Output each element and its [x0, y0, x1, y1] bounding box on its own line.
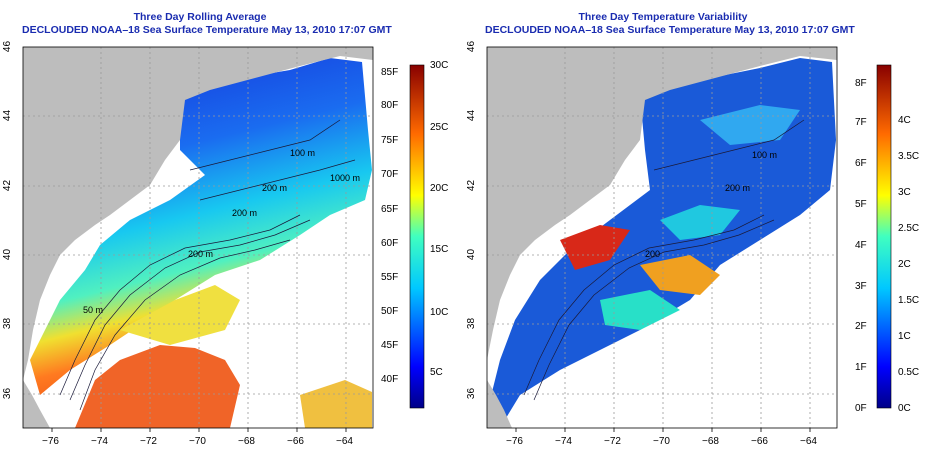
right-colorbar — [876, 64, 892, 409]
left-contour-label: 100 m — [290, 148, 316, 158]
right-colorbar-f-label: 2F — [855, 321, 867, 332]
right-contour-label: 200 m — [725, 183, 751, 193]
right-colorbar-c-label: 0.5C — [898, 367, 920, 378]
left-title-line1: Three Day Rolling Average — [133, 11, 267, 23]
left-contour-label: 200 m — [232, 208, 258, 218]
left-colorbar-c-label: 30C — [430, 60, 449, 71]
right-x-tick: −72 — [604, 436, 621, 447]
left-y-tick: 46 — [2, 40, 14, 53]
right-colorbar-f-label: 8F — [855, 78, 867, 89]
right-x-tick: −70 — [653, 436, 670, 447]
right-y-tick: 40 — [466, 248, 478, 261]
left-colorbar-f-label: 70F — [381, 169, 399, 180]
left-colorbar-f-label: 50F — [381, 306, 399, 317]
right-colorbar-f-label: 7F — [855, 117, 867, 128]
right-y-tick: 44 — [466, 109, 478, 122]
right-title-line1: Three Day Temperature Variability — [578, 11, 748, 23]
left-y-tick: 38 — [2, 317, 14, 330]
right-contour-label: 100 m — [752, 150, 778, 160]
right-colorbar-f-label: 5F — [855, 199, 867, 210]
right-y-tick: 36 — [466, 387, 478, 400]
left-y-tick: 36 — [2, 387, 14, 400]
left-sst-field — [30, 58, 372, 395]
right-colorbar-f-label: 3F — [855, 281, 867, 292]
right-title-line2: DECLOUDED NOAA–18 Sea Surface Temperatur… — [485, 24, 855, 36]
left-colorbar-f-label: 40F — [381, 374, 399, 385]
right-x-tick: −76 — [506, 436, 523, 447]
right-colorbar-c-label: 3.5C — [898, 151, 920, 162]
left-land — [23, 47, 373, 380]
right-colorbar-f-label: 1F — [855, 362, 867, 373]
right-colorbar-c-label: 3C — [898, 187, 911, 198]
left-y-tick: 44 — [2, 109, 14, 122]
left-y-tick: 40 — [2, 248, 14, 261]
left-colorbar-f-label: 65F — [381, 204, 399, 215]
right-colorbar-c-label: 1C — [898, 331, 911, 342]
left-contour-label: 1000 m — [330, 173, 361, 183]
left-colorbar — [409, 64, 425, 409]
left-contour-label: 200 m — [262, 183, 288, 193]
right-land — [487, 47, 837, 360]
right-colorbar-c-label: 2C — [898, 259, 911, 270]
right-colorbar-f-label: 0F — [855, 403, 867, 414]
left-colorbar-f-label: 85F — [381, 67, 399, 78]
right-colorbar-c-label: 4C — [898, 115, 911, 126]
left-colorbar-f-label: 60F — [381, 238, 399, 249]
right-x-tick: −68 — [702, 436, 719, 447]
left-colorbar-c-label: 10C — [430, 307, 449, 318]
right-colorbar-c-label: 1.5C — [898, 295, 920, 306]
left-colorbar-c-label: 25C — [430, 122, 449, 133]
right-y-tick: 46 — [466, 40, 478, 53]
left-x-tick: −72 — [140, 436, 157, 447]
right-x-tick: −66 — [751, 436, 768, 447]
left-colorbar-f-label: 75F — [381, 135, 399, 146]
left-contour-label: 200 m — [188, 249, 214, 259]
left-colorbar-f-label: 80F — [381, 100, 399, 111]
right-colorbar-f-label: 4F — [855, 240, 867, 251]
left-colorbar-c-label: 15C — [430, 244, 449, 255]
left-x-tick: −66 — [287, 436, 304, 447]
left-title-line2: DECLOUDED NOAA–18 Sea Surface Temperatur… — [22, 24, 392, 36]
right-y-tick: 38 — [466, 317, 478, 330]
right-map — [487, 47, 837, 428]
left-contour-label: 50 m — [83, 305, 104, 315]
left-colorbar-c-label: 20C — [430, 183, 449, 194]
right-colorbar-c-label: 2.5C — [898, 223, 920, 234]
left-y-tick: 42 — [2, 179, 14, 192]
right-colorbar-f-label: 6F — [855, 158, 867, 169]
left-map — [23, 47, 373, 428]
left-x-tick: −74 — [91, 436, 108, 447]
left-x-tick: −76 — [42, 436, 59, 447]
right-x-tick: −74 — [555, 436, 572, 447]
right-contour-label: 200 — [645, 249, 661, 259]
right-x-tick: −64 — [800, 436, 817, 447]
left-x-tick: −68 — [238, 436, 255, 447]
left-x-tick: −64 — [336, 436, 353, 447]
left-colorbar-f-label: 55F — [381, 272, 399, 283]
right-colorbar-c-label: 0C — [898, 403, 911, 414]
right-y-tick: 42 — [466, 179, 478, 192]
left-colorbar-c-label: 5C — [430, 367, 443, 378]
left-x-tick: −70 — [189, 436, 206, 447]
left-colorbar-f-label: 45F — [381, 340, 399, 351]
